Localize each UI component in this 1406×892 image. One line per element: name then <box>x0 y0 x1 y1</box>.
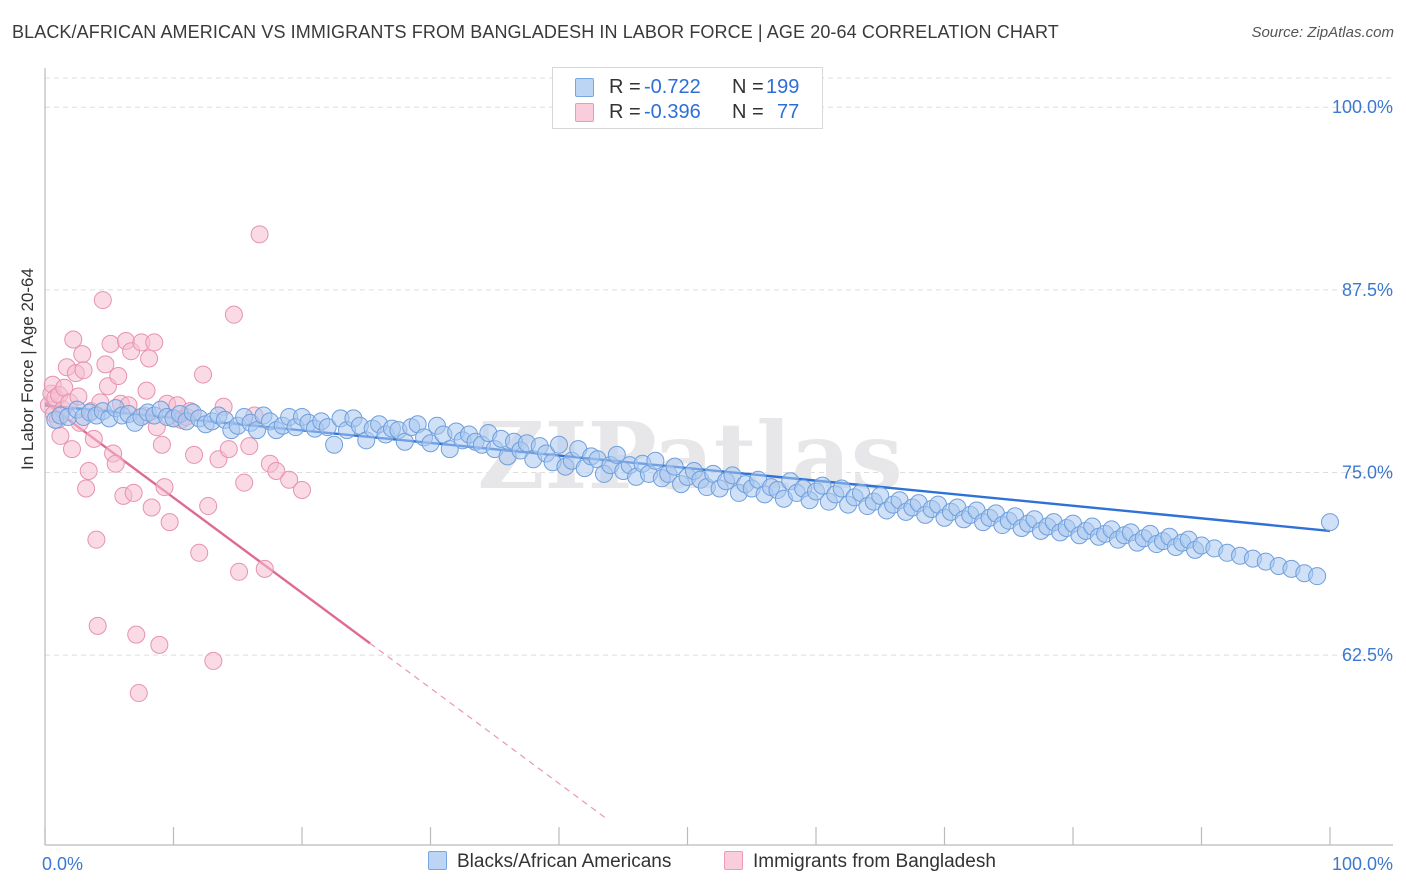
data-point-bangladesh <box>127 625 146 644</box>
y-axis-label: In Labor Force | Age 20-64 <box>18 268 37 470</box>
data-point-black <box>325 435 344 454</box>
data-point-bangladesh <box>87 530 106 549</box>
data-point-bangladesh <box>267 461 286 480</box>
y-tick-label: 62.5% <box>1342 645 1393 665</box>
legend-r-value: -0.396 <box>644 101 701 123</box>
data-point-bangladesh <box>194 365 213 384</box>
source-credit: Source: ZipAtlas.com <box>1251 24 1394 41</box>
data-point-bangladesh <box>124 483 143 502</box>
data-point-bangladesh <box>280 470 299 489</box>
series-black-points <box>46 399 1339 586</box>
data-point-bangladesh <box>155 478 174 497</box>
data-point-black <box>832 479 851 498</box>
data-point-black <box>318 418 337 437</box>
data-point-bangladesh <box>129 684 148 703</box>
data-point-bangladesh <box>137 381 156 400</box>
data-point-bangladesh <box>150 635 169 654</box>
bottom-legend-label: Blacks/African Americans <box>457 851 672 872</box>
data-point-black <box>607 445 626 464</box>
data-point-bangladesh <box>250 225 269 244</box>
data-point-bangladesh <box>77 479 96 498</box>
legend-r-label: R = <box>609 76 641 98</box>
axes <box>44 68 1393 846</box>
data-point-bangladesh <box>73 345 92 364</box>
trend-line-bangladesh-extension <box>369 642 607 820</box>
legend-n-label: N = <box>732 76 764 98</box>
data-point-black <box>421 434 440 453</box>
data-point-bangladesh <box>255 559 274 578</box>
x-tick-label-max: 100.0% <box>1332 854 1393 874</box>
data-point-bangladesh <box>152 435 171 454</box>
legend-n-label: N = <box>732 101 764 123</box>
y-tick-label: 75.0% <box>1342 462 1393 482</box>
data-point-bangladesh <box>88 616 107 635</box>
legend-swatch-blue <box>575 78 594 97</box>
tick-labels: 62.5% 75.0% 87.5% 100.0% 0.0% 100.0% <box>42 97 1393 874</box>
x-tick-label-min: 0.0% <box>42 854 83 874</box>
y-tick-label: 100.0% <box>1332 97 1393 117</box>
data-point-bangladesh <box>160 513 179 532</box>
data-point-bangladesh <box>219 440 238 459</box>
data-point-bangladesh <box>199 497 218 516</box>
series-bangladesh-points <box>39 225 311 703</box>
data-point-bangladesh <box>84 429 103 448</box>
data-point-bangladesh <box>96 355 115 374</box>
bottom-swatch-pink <box>724 851 743 870</box>
legend-n-value: 77 <box>777 101 800 123</box>
correlation-legend: R = -0.722 N = 199 R = -0.396 N = 77 <box>552 67 823 129</box>
legend-swatch-pink <box>575 103 594 122</box>
legend-r-value: -0.722 <box>644 76 701 98</box>
data-point-bangladesh <box>62 440 81 459</box>
bottom-swatch-blue <box>428 851 447 870</box>
data-point-bangladesh <box>142 498 161 517</box>
data-point-bangladesh <box>145 333 164 352</box>
data-point-black <box>1308 567 1327 586</box>
data-point-bangladesh <box>79 461 98 480</box>
data-point-bangladesh <box>190 543 209 562</box>
data-point-black <box>665 457 684 476</box>
data-point-black <box>1321 513 1339 532</box>
data-point-bangladesh <box>64 330 83 349</box>
data-point-black <box>813 476 832 495</box>
legend-r-label: R = <box>609 101 641 123</box>
data-point-black <box>440 440 459 459</box>
data-point-bangladesh <box>185 445 204 464</box>
data-point-black <box>723 466 742 485</box>
data-point-bangladesh <box>235 473 254 492</box>
bottom-legend-black: Blacks/African Americans <box>428 851 671 873</box>
legend-n-value: 199 <box>766 76 800 98</box>
data-point-bangladesh <box>106 454 125 473</box>
y-tick-label: 87.5% <box>1342 280 1393 300</box>
data-point-bangladesh <box>204 651 223 670</box>
data-point-bangladesh <box>93 291 112 310</box>
data-point-bangladesh <box>101 334 120 353</box>
data-point-bangladesh <box>224 305 243 324</box>
data-point-bangladesh <box>51 426 70 445</box>
data-point-black <box>550 435 568 454</box>
data-point-bangladesh <box>240 437 259 456</box>
bottom-legend-bangladesh: Immigrants from Bangladesh <box>724 851 996 873</box>
chart-title: BLACK/AFRICAN AMERICAN VS IMMIGRANTS FRO… <box>12 22 1059 42</box>
data-point-bangladesh <box>74 361 93 380</box>
data-point-bangladesh <box>140 349 159 368</box>
bottom-legend-label: Immigrants from Bangladesh <box>753 851 996 872</box>
data-point-bangladesh <box>293 480 311 499</box>
data-point-bangladesh <box>109 367 128 386</box>
data-point-bangladesh <box>230 562 249 581</box>
data-point-black <box>646 451 665 470</box>
